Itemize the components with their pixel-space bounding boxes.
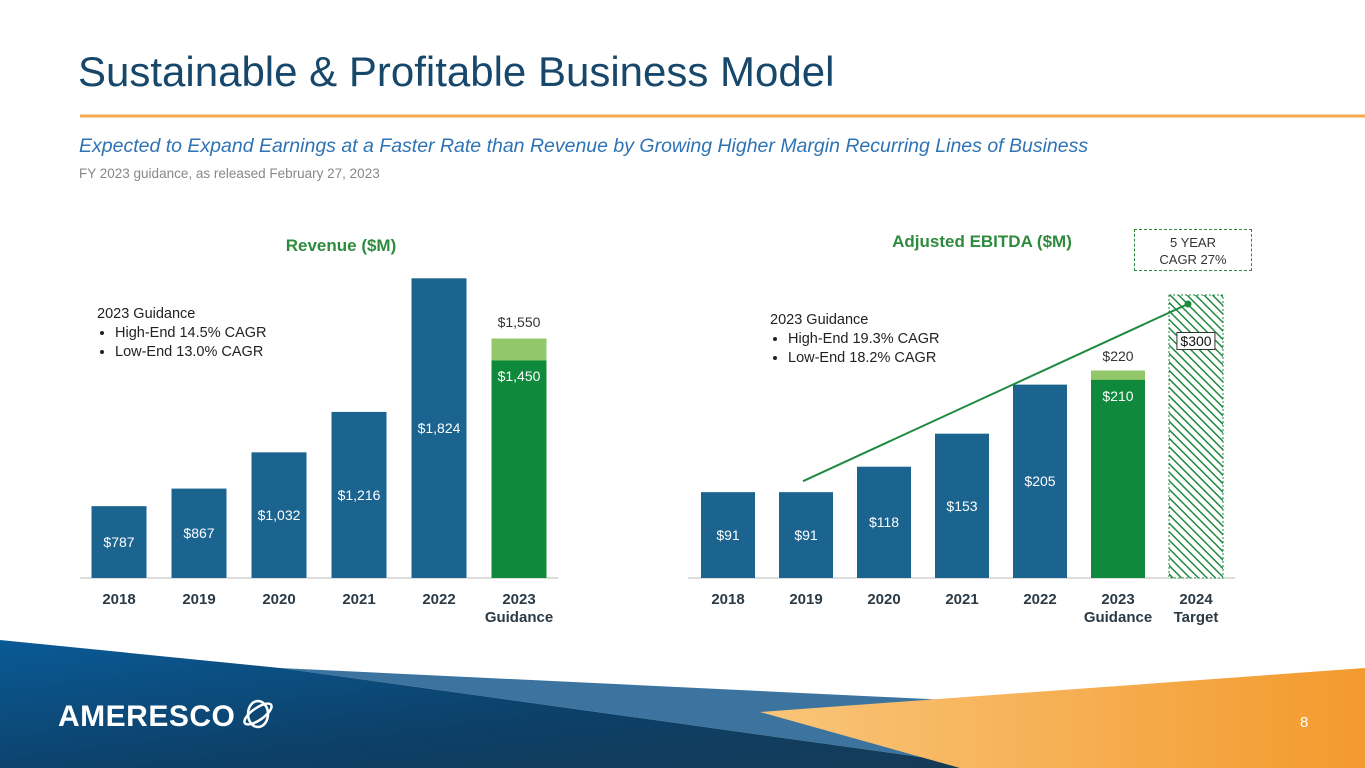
value-label: $867 [183, 525, 215, 542]
footnote: FY 2023 guidance, as released February 2… [79, 166, 380, 181]
x-tick-label: 2020 [867, 591, 901, 608]
footer-orange [760, 668, 1365, 768]
logo-icon [243, 699, 273, 729]
value-label: $91 [794, 527, 818, 544]
value-label: $1,550 [497, 313, 541, 330]
bar [857, 466, 911, 578]
guidance-note: 2023 Guidance High-End 14.5% CAGRLow-End … [97, 305, 267, 362]
value-label: $153 [946, 497, 978, 514]
subtitle: Expected to Expand Earnings at a Faster … [79, 135, 1089, 157]
cagr-line-end [1184, 300, 1192, 308]
logo: AMERESCO [58, 700, 236, 733]
x-tick-label: 2023 Guidance [1083, 591, 1153, 626]
value-label: $1,824 [417, 420, 461, 437]
note-item: High-End 14.5% CAGR [115, 324, 267, 343]
bar [935, 433, 989, 578]
guidance-note: 2023 Guidance High-End 19.3% CAGRLow-End … [770, 311, 940, 368]
x-tick-label: 2022 [422, 591, 456, 608]
note-title: 2023 Guidance [97, 306, 196, 322]
callout-line: CAGR 27% [1159, 252, 1227, 267]
value-label: $300 [1176, 332, 1216, 350]
value-label: $118 [868, 514, 900, 531]
value-label: $1,450 [497, 368, 541, 385]
value-label: $205 [1024, 473, 1056, 490]
bar [1091, 379, 1145, 578]
bar [1013, 384, 1067, 578]
slide-title: Sustainable & Profitable Business Model [78, 48, 835, 95]
bar [779, 492, 833, 578]
footer-band [0, 640, 1000, 768]
page-number: 8 [1300, 714, 1309, 731]
bar [411, 278, 467, 578]
cagr-callout: 5 YEAR CAGR 27% [1134, 229, 1252, 271]
callout-line: 5 YEAR [1169, 235, 1216, 250]
note-list: High-End 14.5% CAGRLow-End 13.0% CAGR [97, 324, 267, 362]
x-tick-label: 2019 [182, 591, 216, 608]
note-item: Low-End 18.2% CAGR [788, 349, 940, 368]
value-label: $1,032 [257, 507, 301, 524]
bar [331, 411, 387, 578]
bar [701, 492, 755, 578]
x-tick-label: 2023 Guidance [484, 591, 554, 626]
x-tick-label: 2021 [945, 591, 979, 608]
note-list: High-End 19.3% CAGRLow-End 18.2% CAGR [770, 330, 940, 368]
value-label: $210 [1102, 387, 1134, 404]
value-label: $91 [716, 527, 740, 544]
x-tick-label: 2019 [789, 591, 823, 608]
note-title: 2023 Guidance [770, 312, 869, 328]
chart-title: Revenue ($M) [285, 236, 397, 255]
bar [91, 506, 147, 578]
chart-title: Adjusted EBITDA ($M) [892, 232, 1072, 251]
value-label: $787 [103, 534, 135, 551]
x-tick-label: 2024 Target [1173, 591, 1219, 626]
note-item: Low-End 13.0% CAGR [115, 343, 267, 362]
bar [251, 452, 307, 578]
bar [491, 360, 547, 578]
x-tick-label: 2021 [342, 591, 376, 608]
bar [171, 488, 227, 578]
x-tick-label: 2022 [1023, 591, 1057, 608]
x-tick-label: 2018 [102, 591, 136, 608]
x-tick-label: 2020 [262, 591, 296, 608]
cagr-line [802, 303, 1189, 483]
value-label: $1,216 [337, 486, 381, 503]
value-label: $220 [1102, 348, 1134, 365]
x-tick-label: 2018 [711, 591, 745, 608]
note-item: High-End 19.3% CAGR [788, 330, 940, 349]
